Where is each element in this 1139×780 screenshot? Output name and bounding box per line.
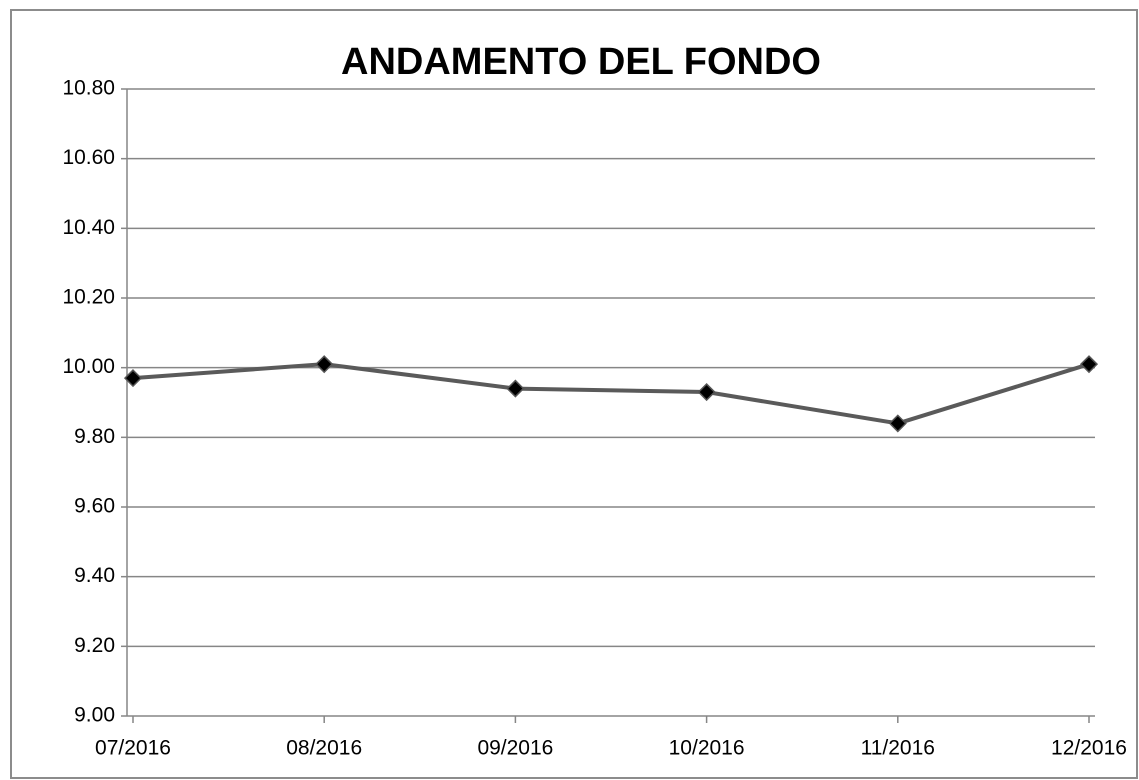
chart-title: ANDAMENTO DEL FONDO [341,41,821,83]
chart-frame [10,9,1138,779]
x-tick-label: 12/2016 [1051,737,1127,760]
y-tick-label: 10.00 [62,355,115,378]
data-point [1079,355,1099,374]
data-point [315,355,334,374]
x-tick-label: 09/2016 [477,737,553,760]
y-tick-label: 10.40 [62,216,115,239]
data-point [888,414,907,433]
y-tick-label: 9.00 [74,704,115,727]
y-tick-label: 9.40 [74,564,115,587]
y-tick-label: 9.20 [74,634,115,657]
data-point [123,369,143,388]
series-line [132,362,1090,426]
data-point [697,382,716,402]
y-tick-label: 10.20 [62,286,115,309]
y-tick-label: 9.80 [74,425,115,448]
x-tick-label: 10/2016 [669,737,745,760]
y-tick-label: 10.80 [62,77,115,100]
data-point [506,379,525,398]
x-tick-label: 11/2016 [861,737,935,760]
x-tick-label: 08/2016 [286,737,362,760]
x-tick-label: 07/2016 [95,737,171,760]
y-tick-label: 9.60 [74,495,115,518]
y-tick-label: 10.60 [62,146,115,169]
